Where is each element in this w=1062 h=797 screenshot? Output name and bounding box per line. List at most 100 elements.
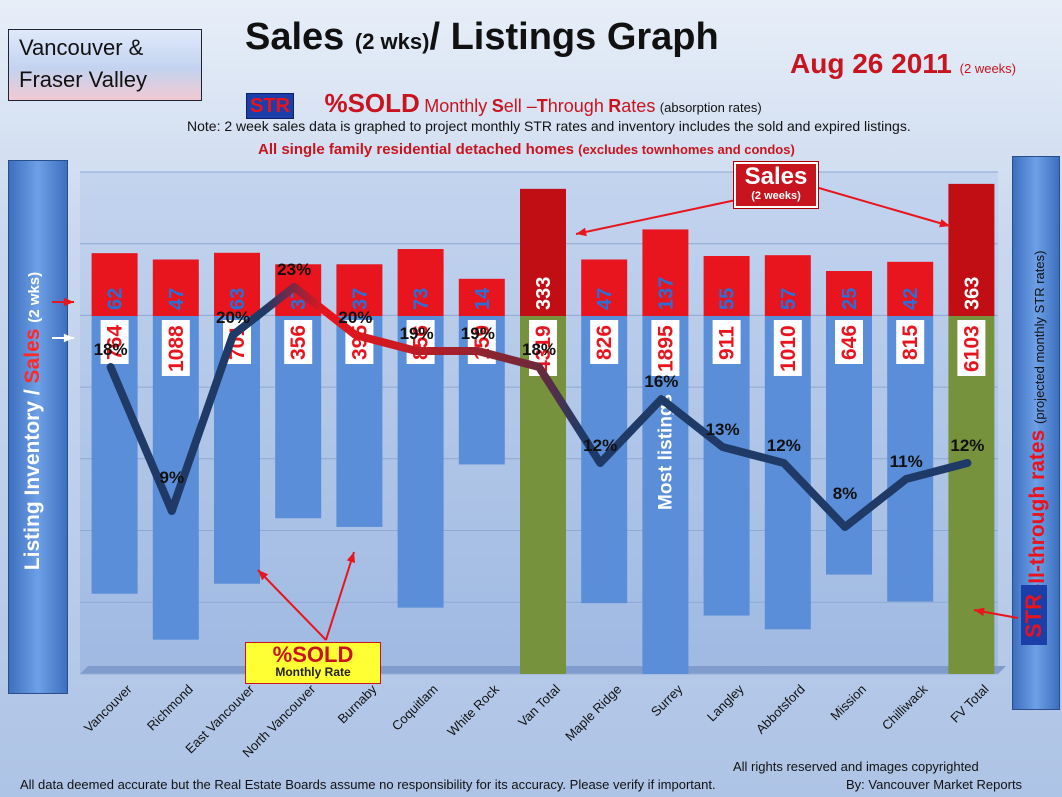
str-value-label: 18%: [522, 340, 556, 359]
str-value-label: 12%: [583, 436, 617, 455]
sales-value-label: 47: [594, 288, 616, 310]
region-line-1: Vancouver &: [19, 35, 144, 60]
sales-callout: Sales (2 weeks): [734, 162, 818, 208]
str-value-label: 12%: [767, 436, 801, 455]
str-value-label: 19%: [461, 324, 495, 343]
str-value-label: 23%: [277, 260, 311, 279]
inventory-value-label: 356: [287, 325, 310, 360]
sales-callout-sub: (2 weeks): [751, 190, 801, 202]
inventory-label-box: [161, 320, 190, 376]
sales-value-label: 73: [411, 288, 433, 310]
inventory-value-label: 4319: [532, 325, 555, 372]
callout-arrowhead: [63, 297, 74, 307]
right-str-box: [1021, 585, 1047, 645]
inventory-bar: [703, 316, 750, 616]
str-value-label: 19%: [400, 324, 434, 343]
inventory-value-label: 6103: [960, 325, 983, 372]
sales-bar: [948, 183, 995, 316]
date-note: (2 weeks): [959, 61, 1017, 76]
rights-text: All rights reserved and images copyright…: [733, 759, 979, 774]
region-box: Vancouver & Fraser Valley: [8, 29, 202, 101]
sold-callout-title: %SOLD: [272, 642, 354, 667]
sales-bar: [397, 249, 444, 316]
sold-callout: %SOLD Monthly Rate: [245, 642, 381, 684]
single-family-note: All single family residential detached h…: [258, 141, 795, 158]
str-value-label: 16%: [644, 372, 678, 391]
str-monthly: Monthly: [424, 96, 488, 116]
str-value-label: 9%: [160, 468, 185, 487]
disclaimer-text: All data deemed accurate but the Real Es…: [20, 777, 716, 792]
str-legend: STR %SOLD Monthly Sell –Through Rates (a…: [246, 88, 762, 119]
sales-bar: [703, 256, 750, 316]
inventory-value-label: 1088: [165, 325, 188, 372]
note-text: Note: 2 week sales data is graphed to pr…: [187, 118, 911, 134]
str-value-label: 20%: [216, 308, 250, 327]
sales-callout-title: Sales: [744, 163, 808, 190]
sales-bar: [336, 264, 383, 316]
str-r: R: [608, 96, 622, 116]
inventory-bar: [397, 316, 444, 608]
str-through: hrough: [547, 96, 604, 116]
sales-value-label: 62: [105, 288, 127, 310]
callout-arrow: [811, 185, 951, 227]
sales-bar: [826, 271, 872, 316]
inventory-label-box: [957, 320, 986, 376]
str-line: [106, 283, 972, 531]
sales-bar: [764, 255, 811, 316]
sales-bar: [152, 259, 199, 316]
x-axis-label: Coquitlam: [389, 682, 441, 734]
inventory-value-label: 646: [838, 325, 861, 360]
sales-value-label: 333: [533, 277, 555, 310]
str-absorption: (absorption rates): [659, 100, 762, 115]
sales-value-label: 57: [778, 288, 800, 310]
sales-value-label: 37: [349, 288, 371, 310]
x-axis-label: FV Total: [947, 681, 991, 725]
inventory-label-box: [896, 320, 925, 364]
inventory-value-label: 1895: [654, 325, 677, 372]
sales-bar: [458, 278, 505, 316]
x-axis-label: Maple Ridge: [562, 682, 624, 744]
inventory-label-box: [590, 320, 619, 364]
byline-text: By: Vancouver Market Reports: [846, 777, 1023, 792]
sales-bar: [214, 252, 260, 316]
str-sell: ell –: [503, 96, 537, 116]
sales-bar: [887, 261, 934, 316]
callout-arrowhead: [346, 552, 356, 563]
inventory-label-box: [835, 320, 863, 364]
str-rates: ates: [621, 96, 656, 116]
inventory-value-label: 826: [593, 325, 616, 360]
str-value-label: 8%: [833, 484, 858, 503]
sales-value-label: 363: [961, 277, 983, 310]
sales-bar: [91, 253, 138, 316]
inventory-label-box: [651, 320, 680, 376]
x-axis-label: Chilliwack: [879, 681, 931, 733]
callout-arrowhead: [576, 227, 587, 237]
callout-arrow: [575, 199, 737, 235]
callout-arrow: [257, 569, 327, 641]
sold-callout-sub: Monthly Rate: [275, 665, 351, 679]
title-paren: (2 wks): [354, 29, 430, 54]
x-axis-label: Surrey: [648, 681, 686, 719]
inventory-label-box: [100, 320, 129, 364]
sales-value-label: 14: [472, 287, 494, 310]
sales-bar: [520, 188, 566, 316]
inventory-label-box: [406, 320, 435, 364]
sales-bar: [581, 259, 628, 316]
sales-value-label: 137: [655, 277, 677, 310]
x-axis-label: Vancouver: [81, 681, 135, 735]
date-value: Aug 26 2011: [790, 48, 952, 79]
inventory-label-box: [712, 320, 741, 364]
single-family-paren: (excludes townhomes and condos): [578, 142, 795, 157]
x-axis-label: White Rock: [444, 681, 502, 739]
region-line-2: Fraser Valley: [19, 67, 147, 92]
str-s: S: [491, 96, 504, 116]
most-listings-label: Most listings: [655, 394, 676, 510]
sales-value-label: 47: [166, 288, 188, 310]
callout-arrowhead: [63, 333, 74, 343]
str-value-label: 12%: [950, 436, 984, 455]
str-badge: STR: [246, 93, 294, 119]
sales-value-label: 42: [900, 288, 922, 310]
x-axis-label: Mission: [827, 682, 869, 724]
x-axis-label: Langley: [704, 681, 747, 724]
